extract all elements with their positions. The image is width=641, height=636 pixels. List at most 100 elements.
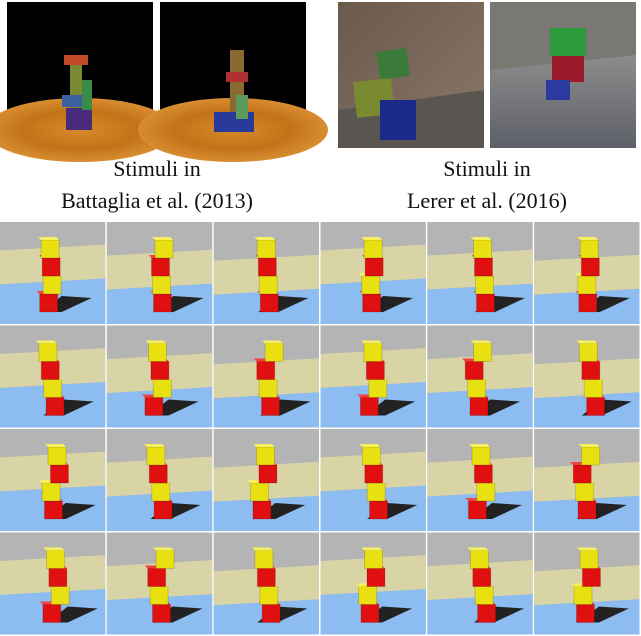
block [252,500,272,520]
block [258,379,278,398]
stimulus-image [338,2,484,148]
block [573,586,593,605]
block [369,500,389,520]
block [264,343,284,362]
block [467,500,487,520]
block [256,568,276,587]
block [575,482,595,502]
block [358,586,378,605]
block [45,550,65,569]
block [476,482,496,502]
block-top [577,237,599,240]
block [38,343,58,362]
block-top [153,547,175,551]
block [259,293,279,313]
block [152,275,171,295]
block [577,500,597,520]
tower-image [0,325,106,428]
block [42,604,62,623]
block [40,239,60,259]
tower-image [534,532,640,635]
tower-image [0,222,106,324]
block-top [469,444,490,447]
block [42,275,62,295]
block [365,361,385,380]
block [580,257,600,277]
block-top [262,340,284,344]
block [363,239,383,259]
block [577,275,597,295]
tower-image [106,532,213,635]
tower-image [0,532,106,635]
block [364,464,384,484]
block [151,257,170,277]
block [583,379,603,398]
block-top [470,237,492,240]
block [474,586,494,605]
block [150,361,170,380]
block [48,568,68,587]
block [366,482,386,502]
tower-image [213,222,319,324]
block [359,397,379,416]
block [250,482,270,502]
stimulus-image [138,2,328,162]
block [471,446,491,466]
block [153,293,172,313]
block [575,604,595,623]
block [49,464,69,484]
block [261,397,281,416]
stimulus-image [0,2,175,162]
tower-image [320,429,426,531]
block-top [35,340,57,344]
block [154,239,174,259]
block [464,361,484,380]
block [364,550,384,569]
block [41,482,61,502]
block [50,586,70,605]
tower-image [427,532,533,635]
block [258,275,278,295]
block-top [253,444,275,447]
block-top [43,547,65,551]
caption-line: Stimuli in [113,156,200,181]
block [254,550,274,569]
block [579,550,599,569]
tower-image [534,222,640,324]
block [473,464,493,484]
block [361,275,381,295]
block [364,257,384,277]
block [152,379,172,398]
block [360,604,380,623]
block-top [361,237,383,240]
block [45,397,65,416]
block [41,257,61,277]
block-top [145,340,167,344]
tower-image [213,532,319,635]
stimulus-image [490,2,636,148]
block [586,397,606,416]
block [43,379,63,398]
block-top [359,444,381,447]
block [474,257,493,277]
block [578,343,598,362]
block-top [470,340,492,344]
block [147,568,167,587]
block [477,604,497,623]
block [256,361,276,380]
tower-image [320,325,426,428]
block [155,550,175,569]
tower-image [0,429,106,531]
caption-line: Stimuli in [443,156,530,181]
block [368,379,388,398]
block [149,586,169,605]
block-top [361,547,383,551]
tower-image [320,532,426,635]
block [148,464,168,484]
block [256,446,276,466]
block [256,239,276,259]
tower-image [106,222,213,324]
block [467,379,487,398]
block [257,257,277,277]
